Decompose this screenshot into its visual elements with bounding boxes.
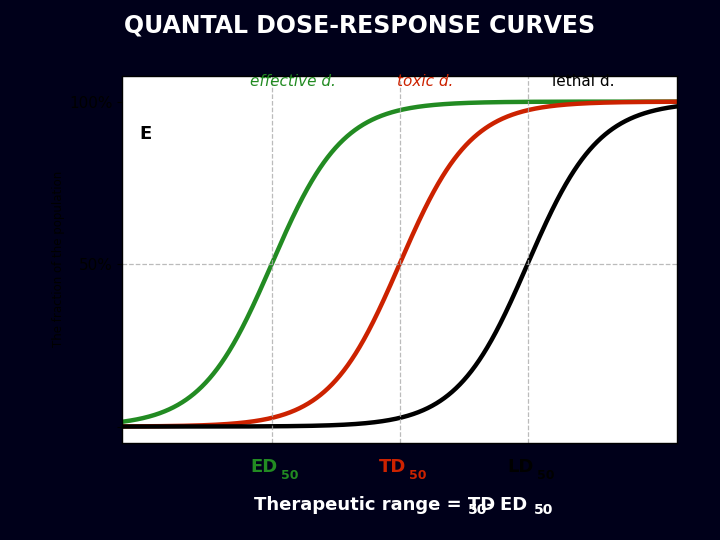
Text: 50: 50: [409, 469, 426, 482]
Text: Therapeutic range = TD: Therapeutic range = TD: [253, 496, 495, 514]
Text: 50: 50: [534, 503, 553, 517]
Text: effective d.: effective d.: [250, 73, 336, 89]
Text: TD: TD: [379, 458, 406, 476]
Text: ED: ED: [251, 458, 278, 476]
Text: E: E: [140, 125, 152, 143]
Text: 50: 50: [468, 503, 487, 517]
Text: LD: LD: [507, 458, 534, 476]
Text: - ED: - ED: [480, 496, 528, 514]
Text: toxic d.: toxic d.: [397, 73, 454, 89]
Text: lethal d.: lethal d.: [552, 73, 614, 89]
Text: 50: 50: [281, 469, 298, 482]
Text: 50: 50: [537, 469, 554, 482]
Text: QUANTAL DOSE-RESPONSE CURVES: QUANTAL DOSE-RESPONSE CURVES: [125, 14, 595, 38]
Y-axis label: The fraction of the population: The fraction of the population: [52, 171, 65, 347]
